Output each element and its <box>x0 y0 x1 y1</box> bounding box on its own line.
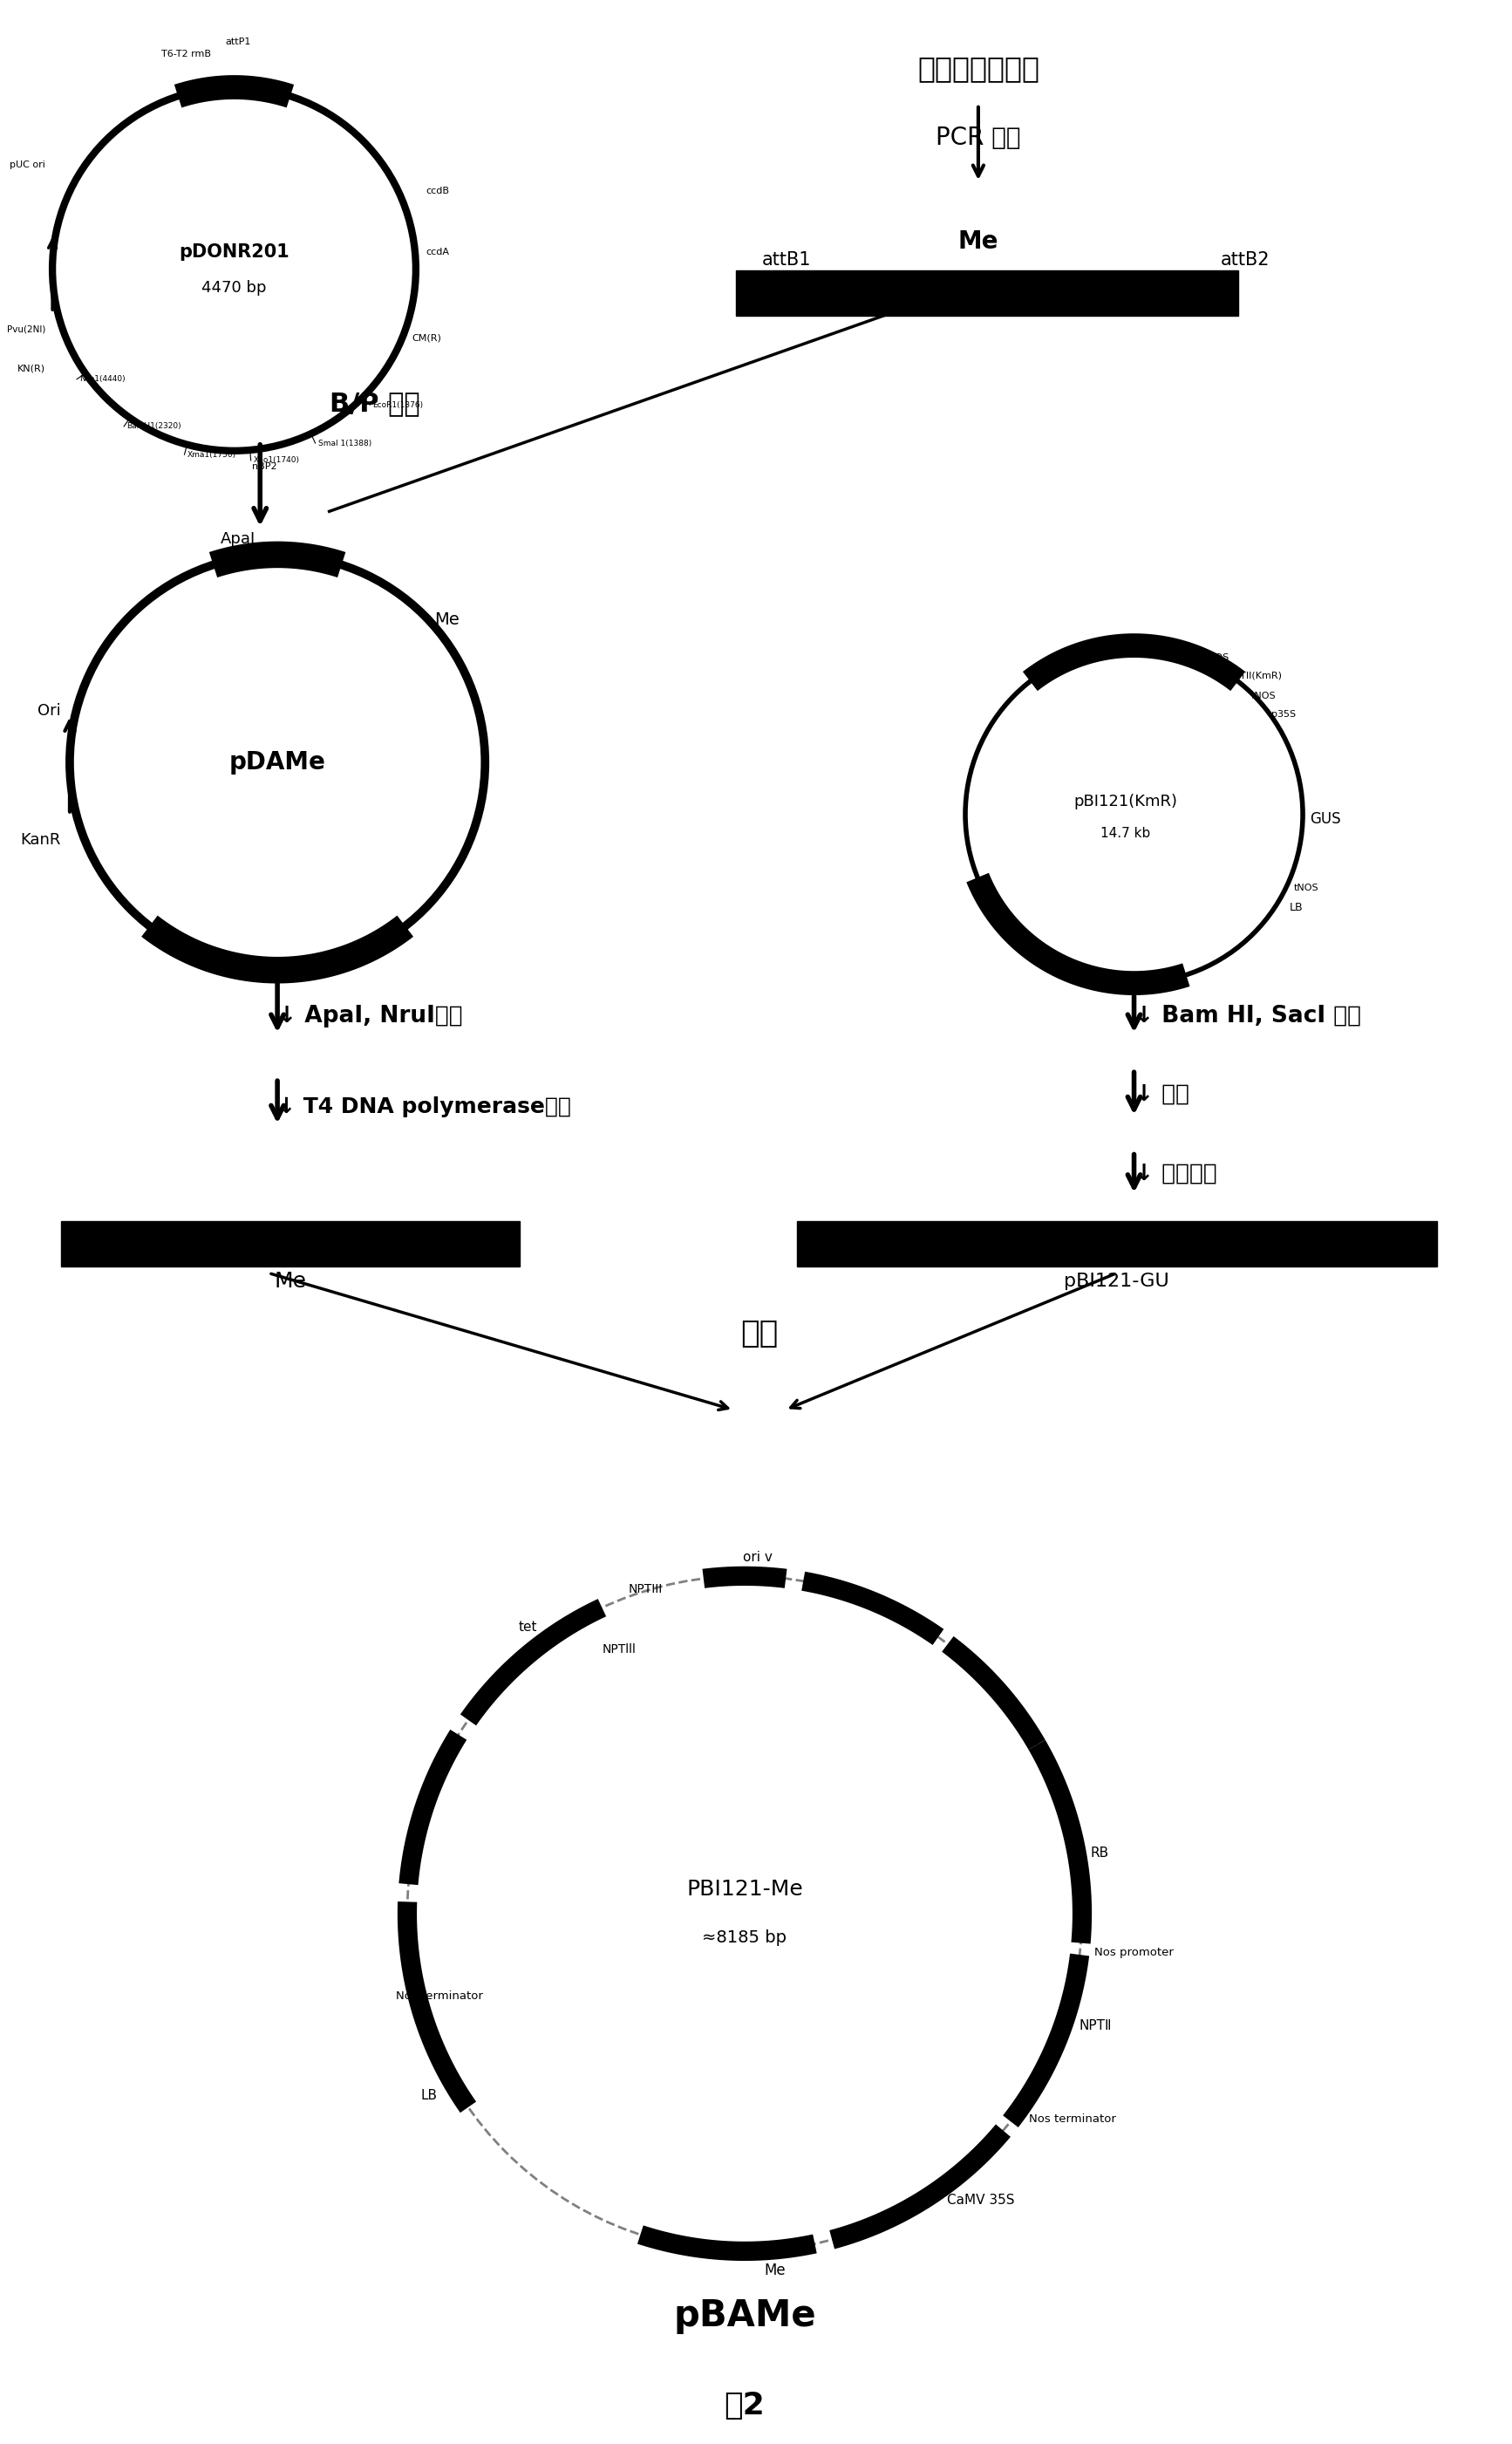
Text: T6-T2 rmB: T6-T2 rmB <box>162 49 212 59</box>
Text: Pvu(2NI): Pvu(2NI) <box>6 325 45 335</box>
Text: Me: Me <box>434 611 460 628</box>
Text: EcoR1(1376): EcoR1(1376) <box>372 401 423 408</box>
Text: Me: Me <box>764 2263 786 2278</box>
Text: NPTlll: NPTlll <box>603 1642 637 1655</box>
Text: NruI: NruI <box>304 958 336 973</box>
Text: Nos terminator: Nos terminator <box>1030 2114 1116 2124</box>
Text: 14.7 kb: 14.7 kb <box>1101 826 1151 841</box>
Text: BamH1(2320): BamH1(2320) <box>127 423 181 430</box>
Bar <box>736 271 1238 315</box>
Text: p35S: p35S <box>1272 711 1296 719</box>
Text: ↓ 补平: ↓ 补平 <box>1134 1083 1188 1105</box>
Text: ↓ Bam HI, SacI 酶切: ↓ Bam HI, SacI 酶切 <box>1134 1004 1361 1026</box>
Text: 连接: 连接 <box>741 1320 779 1349</box>
Text: Smal 1(1388): Smal 1(1388) <box>318 440 372 447</box>
Text: ccdB: ccdB <box>426 186 449 196</box>
Text: 4470 bp: 4470 bp <box>201 281 266 296</box>
Bar <box>60 1222 520 1266</box>
Text: nBP2: nBP2 <box>253 462 277 472</box>
Text: attB1: attB1 <box>762 252 812 269</box>
Text: Xma1(1750): Xma1(1750) <box>187 450 236 459</box>
Text: ↓ 去磷酸化: ↓ 去磷酸化 <box>1134 1163 1217 1185</box>
Text: pNOS: pNOS <box>1202 653 1229 662</box>
Text: GUS: GUS <box>1309 811 1341 826</box>
Text: ↓ ApaI, NruI酶切: ↓ ApaI, NruI酶切 <box>277 1004 463 1026</box>
Text: CaMV 35S: CaMV 35S <box>947 2195 1015 2207</box>
Text: ≈8185 bp: ≈8185 bp <box>703 1928 786 1945</box>
Text: 抗性辣椒基因组: 抗性辣椒基因组 <box>918 54 1039 83</box>
Bar <box>797 1222 1436 1266</box>
Text: KanR: KanR <box>21 833 60 848</box>
Text: ccdA: ccdA <box>426 247 449 257</box>
Text: Nos promoter: Nos promoter <box>1095 1948 1173 1958</box>
Text: tNOS: tNOS <box>1252 692 1276 699</box>
Text: NPTIII: NPTIII <box>627 1584 662 1596</box>
Text: Ori: Ori <box>38 701 60 719</box>
Text: attB2: attB2 <box>1220 252 1270 269</box>
Text: pBI121(KmR): pBI121(KmR) <box>1074 794 1178 809</box>
Text: Nco1(4440): Nco1(4440) <box>79 376 125 384</box>
Text: ApaI: ApaI <box>221 530 256 547</box>
Text: 图2: 图2 <box>724 2390 765 2420</box>
Text: LB: LB <box>1290 902 1303 914</box>
Text: attP1: attP1 <box>225 37 251 46</box>
Text: Me: Me <box>274 1271 307 1293</box>
Text: pDONR201: pDONR201 <box>178 242 289 262</box>
Text: NPTⅡ: NPTⅡ <box>1080 2019 1111 2033</box>
Text: ori v: ori v <box>742 1549 773 1564</box>
Text: PCR 扩增: PCR 扩增 <box>936 125 1021 149</box>
Text: pUC ori: pUC ori <box>11 161 45 169</box>
Text: PBI121-Me: PBI121-Me <box>686 1879 803 1899</box>
Text: Xho1(1740): Xho1(1740) <box>254 457 299 464</box>
Text: RB: RB <box>1090 1845 1110 1860</box>
Text: KN(R): KN(R) <box>18 364 45 374</box>
Text: pDAMe: pDAMe <box>228 750 325 775</box>
Text: CM(R): CM(R) <box>411 335 442 342</box>
Text: LB: LB <box>420 2090 437 2102</box>
Text: NPTII(KmR): NPTII(KmR) <box>1228 672 1282 679</box>
Text: pBAMe: pBAMe <box>673 2297 816 2334</box>
Text: B/P 反应: B/P 反应 <box>330 391 420 415</box>
Text: Me: Me <box>959 230 998 254</box>
Text: pBI121-GU: pBI121-GU <box>1064 1273 1169 1290</box>
Text: RB: RB <box>1167 638 1182 650</box>
Text: ↓ T4 DNA polymerase补平: ↓ T4 DNA polymerase补平 <box>277 1097 572 1117</box>
Text: Nos terminator: Nos terminator <box>396 1989 484 2002</box>
Text: tNOS: tNOS <box>1294 885 1318 892</box>
Text: tet: tet <box>519 1620 537 1633</box>
